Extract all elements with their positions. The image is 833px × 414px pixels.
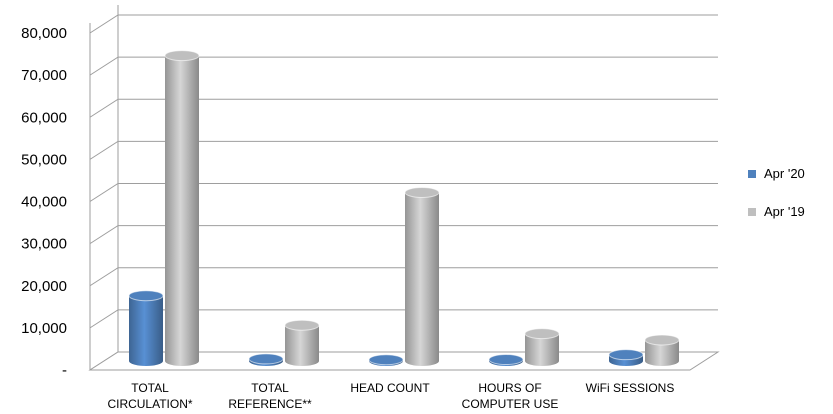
x-tick-label: WiFi SESSIONS <box>586 381 675 395</box>
y-tick-label: 50,000 <box>21 151 67 168</box>
x-axis: TOTAL CIRCULATION* TOTAL REFERENCE** HEAD CO… <box>107 381 674 411</box>
legend-swatch <box>748 208 756 216</box>
y-axis: 80,000 70,000 60,000 50,000 40,000 30,000 20,0… <box>21 25 67 379</box>
bar <box>404 187 440 366</box>
y-tick-label: 80,000 <box>21 25 67 42</box>
y-tick-label: 40,000 <box>21 194 67 211</box>
x-tick-label: HOURS OF <box>478 381 541 395</box>
y-tick-label: - <box>62 362 67 379</box>
bar <box>524 328 560 366</box>
gridline <box>89 14 718 34</box>
bar <box>284 319 320 366</box>
x-tick-label: TOTAL <box>131 381 169 395</box>
x-tick-label: CIRCULATION* <box>107 397 192 411</box>
bar <box>128 290 164 366</box>
gridlines <box>88 5 720 371</box>
x-tick-label: TOTAL <box>251 381 289 395</box>
y-tick-label: 20,000 <box>21 278 67 295</box>
bar <box>644 334 680 366</box>
legend-swatch <box>748 170 756 178</box>
bar <box>368 354 404 366</box>
bar <box>248 353 284 366</box>
legend: Apr '20 Apr '19 <box>748 166 805 219</box>
y-tick-label: 10,000 <box>21 320 67 337</box>
legend-label: Apr '20 <box>764 166 805 181</box>
bar <box>488 354 524 366</box>
y-tick-label: 30,000 <box>21 236 67 253</box>
bar <box>608 349 644 366</box>
y-tick-label: 70,000 <box>21 67 67 84</box>
y-tick-label: 60,000 <box>21 109 67 126</box>
x-tick-label: HEAD COUNT <box>350 381 430 395</box>
legend-label: Apr '19 <box>764 204 805 219</box>
bars <box>128 50 680 366</box>
bar <box>164 50 200 366</box>
x-tick-label: REFERENCE** <box>228 397 312 411</box>
chart-floor <box>88 351 720 371</box>
x-tick-label: COMPUTER USE <box>462 397 559 411</box>
